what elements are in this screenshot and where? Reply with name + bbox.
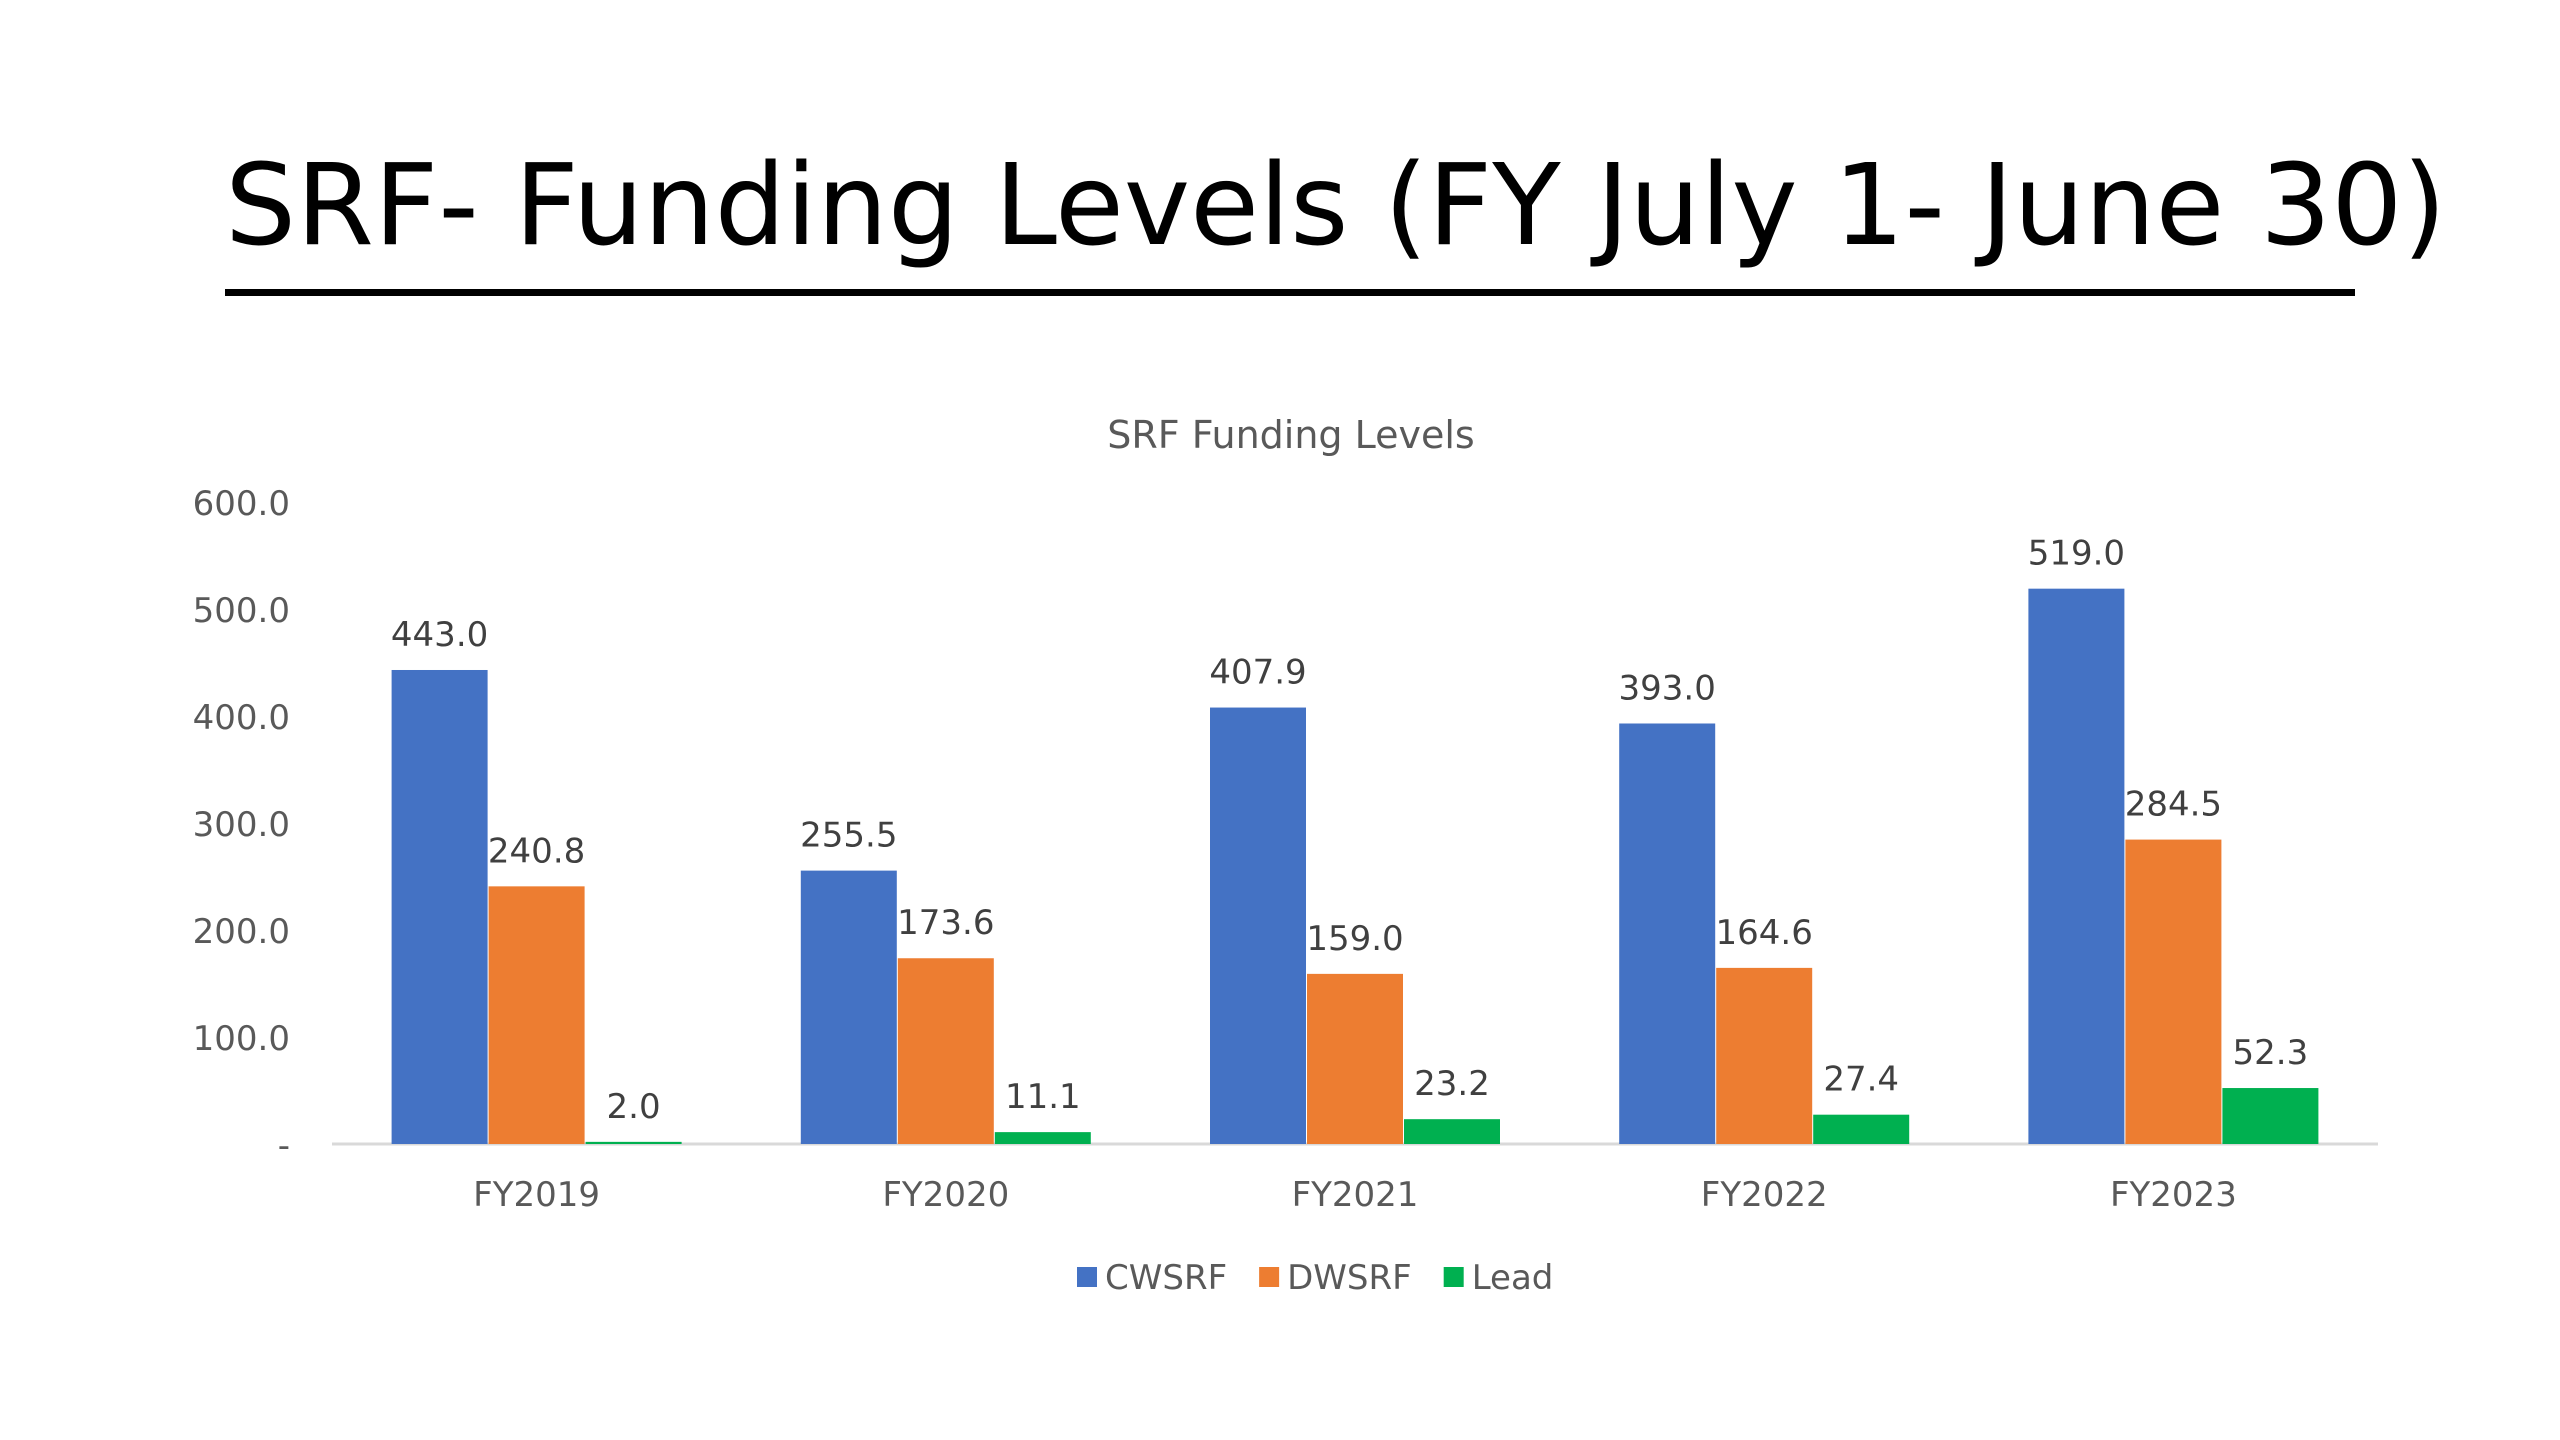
legend-label-lead: Lead	[1472, 1258, 1554, 1298]
x-tick-label: FY2020	[882, 1175, 1009, 1215]
data-label: 11.1	[1005, 1077, 1081, 1117]
data-label: 23.2	[1414, 1064, 1490, 1104]
bar-dwsrf-fy2019	[488, 886, 585, 1144]
y-tick-label: 100.0	[193, 1019, 290, 1059]
chart-title: SRF Funding Levels	[1107, 413, 1474, 457]
data-label: 2.0	[607, 1087, 661, 1127]
x-tick-label: FY2021	[1292, 1175, 1419, 1215]
bar-dwsrf-fy2020	[897, 958, 994, 1144]
data-labels: 443.0 255.5 407.9 393.0 519.0 240.8 173.6 159.0…	[391, 534, 2308, 1127]
data-label: 255.5	[800, 816, 897, 856]
bar-cwsrf-fy2019	[391, 669, 488, 1144]
bar-lead-fy2023	[2222, 1088, 2319, 1144]
data-label: 159.0	[1306, 919, 1403, 959]
data-label: 164.6	[1716, 913, 1813, 953]
y-tick-label: 600.0	[193, 484, 290, 524]
x-tick-label: FY2022	[1701, 1175, 1828, 1215]
legend-label-dwsrf: DWSRF	[1287, 1258, 1412, 1298]
data-label: 393.0	[1619, 668, 1716, 708]
y-tick-label: 300.0	[193, 805, 290, 845]
data-label: 443.0	[391, 615, 488, 655]
bar-lead-fy2019	[585, 1141, 682, 1144]
legend-swatch-lead	[1443, 1267, 1464, 1287]
legend-label-cwsrf: CWSRF	[1105, 1258, 1227, 1298]
bar-cwsrf-fy2022	[1619, 723, 1716, 1144]
bar-series	[391, 588, 2319, 1144]
y-axis: - 100.0 200.0 300.0 400.0 500.0 600.0	[193, 484, 290, 1166]
y-tick-label: -	[278, 1126, 290, 1166]
bar-dwsrf-fy2023	[2125, 839, 2222, 1144]
chart-legend: CWSRF DWSRF Lead	[1077, 1258, 1553, 1298]
bar-cwsrf-fy2020	[800, 870, 897, 1144]
data-label: 173.6	[897, 903, 994, 943]
data-label: 27.4	[1823, 1060, 1899, 1100]
bar-dwsrf-fy2022	[1716, 967, 1813, 1144]
bar-cwsrf-fy2023	[2028, 588, 2125, 1144]
data-label: 407.9	[1209, 653, 1306, 693]
title-underline	[225, 289, 2355, 296]
legend-swatch-dwsrf	[1259, 1267, 1280, 1287]
x-tick-label: FY2019	[473, 1175, 600, 1215]
x-tick-label: FY2023	[2110, 1175, 2237, 1215]
data-label: 240.8	[488, 831, 585, 871]
bar-cwsrf-fy2021	[1210, 707, 1306, 1144]
data-label: 284.5	[2125, 785, 2222, 825]
y-tick-label: 500.0	[193, 591, 290, 631]
slide-title: SRF- Funding Levels (FY July 1- June 30)	[225, 141, 2447, 271]
y-tick-label: 400.0	[193, 698, 290, 738]
legend-swatch-cwsrf	[1077, 1267, 1097, 1287]
bar-dwsrf-fy2021	[1307, 973, 1403, 1144]
bar-lead-fy2022	[1813, 1114, 1910, 1144]
y-tick-label: 200.0	[193, 912, 290, 952]
data-label: 519.0	[2028, 534, 2125, 574]
bar-lead-fy2021	[1404, 1119, 1500, 1144]
x-axis: FY2019 FY2020 FY2021 FY2022 FY2023	[332, 1142, 2378, 1215]
bar-lead-fy2020	[994, 1132, 1091, 1144]
data-label: 52.3	[2233, 1033, 2309, 1073]
